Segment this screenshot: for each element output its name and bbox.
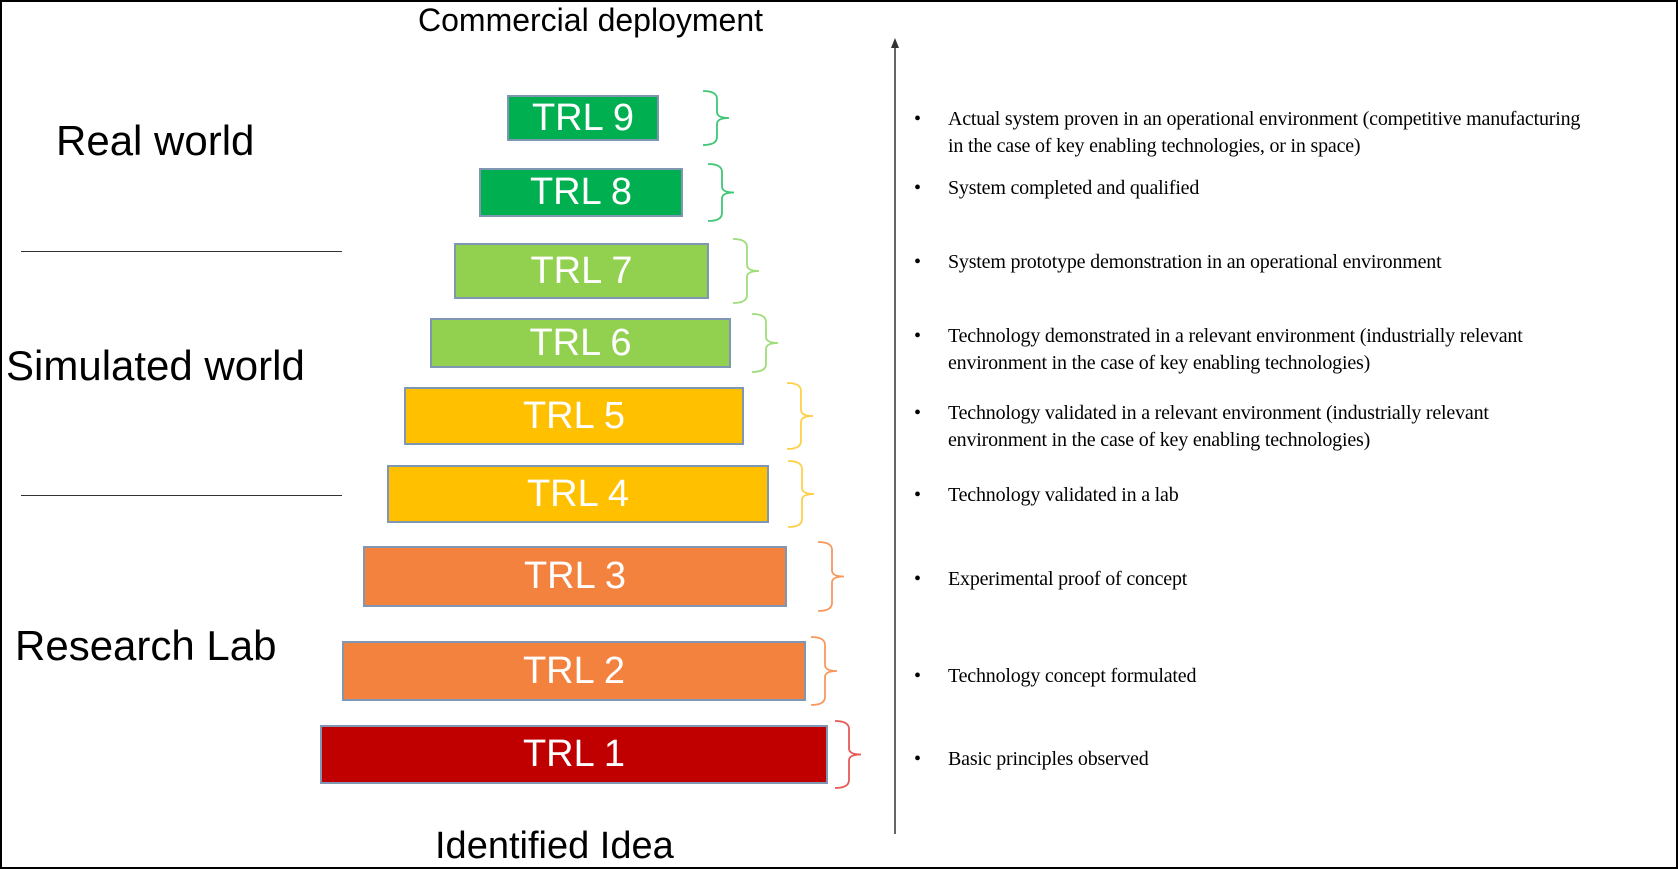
bullet-icon: •	[914, 402, 921, 424]
bullet-icon: •	[914, 108, 921, 130]
region-divider	[21, 251, 342, 252]
trl-bar-label: TRL 2	[522, 649, 626, 692]
trl-bar-7: TRL 7	[454, 243, 709, 299]
region-divider	[21, 495, 342, 496]
description-line: environment in the case of key enabling …	[948, 352, 1371, 374]
trl-bar-label: TRL 3	[523, 555, 627, 597]
trl-bar-6: TRL 6	[430, 318, 731, 368]
bullet-icon: •	[914, 665, 921, 687]
arrow-head-icon	[891, 38, 899, 48]
bottom-label: Identified Idea	[435, 825, 674, 867]
trl-bar-label: TRL 7	[530, 249, 633, 292]
trl-bar-8: TRL 8	[479, 168, 683, 217]
description-line: Technology validated in a relevant envir…	[948, 402, 1489, 424]
bullet-icon: •	[914, 251, 921, 273]
region-simulated-world: Simulated world	[6, 342, 305, 389]
description-line: Experimental proof of concept	[948, 568, 1188, 590]
description-line: Basic principles observed	[948, 748, 1149, 770]
description-line: Actual system proven in an operational e…	[948, 108, 1581, 130]
trl-bar-label: TRL 1	[522, 733, 626, 775]
bullet-icon: •	[914, 484, 921, 506]
description-line: in the case of key enabling technologies…	[948, 135, 1361, 157]
trl-bar-label: TRL 4	[526, 472, 630, 515]
brace-icon	[751, 313, 779, 373]
bullet-icon: •	[914, 748, 921, 770]
trl-bar-3: TRL 3	[363, 546, 787, 607]
description-line: Technology validated in a lab	[948, 484, 1179, 506]
bullet-icon: •	[914, 177, 921, 199]
region-research-lab: Research Lab	[15, 622, 277, 669]
trl-bar-label: TRL 8	[529, 171, 633, 213]
trl-bar-2: TRL 2	[342, 641, 806, 701]
trl-bar-label: TRL 9	[531, 96, 635, 139]
brace-icon	[810, 636, 838, 706]
brace-icon	[707, 163, 735, 222]
description-line: System completed and qualified	[948, 177, 1200, 199]
trl-bar-4: TRL 4	[387, 465, 769, 523]
brace-icon	[817, 541, 845, 612]
bullet-icon: •	[914, 568, 921, 590]
brace-icon	[786, 382, 814, 450]
description-line: System prototype demonstration in an ope…	[948, 251, 1442, 273]
brace-icon	[732, 238, 760, 304]
description-line: Technology concept formulated	[948, 665, 1197, 687]
region-real-world: Real world	[56, 117, 255, 164]
trl-bar-label: TRL 5	[522, 394, 626, 437]
description-line: environment in the case of key enabling …	[948, 429, 1371, 451]
trl-bar-1: TRL 1	[320, 725, 828, 784]
bullet-icon: •	[914, 325, 921, 347]
trl-bar-label: TRL 6	[529, 321, 632, 364]
top-label: Commercial deployment	[418, 2, 764, 38]
description-line: Technology demonstrated in a relevant en…	[948, 325, 1523, 347]
brace-icon	[702, 90, 730, 146]
brace-icon	[787, 460, 815, 528]
trl-bar-9: TRL 9	[507, 95, 659, 141]
trl-bar-5: TRL 5	[404, 387, 744, 445]
brace-icon	[834, 720, 862, 789]
